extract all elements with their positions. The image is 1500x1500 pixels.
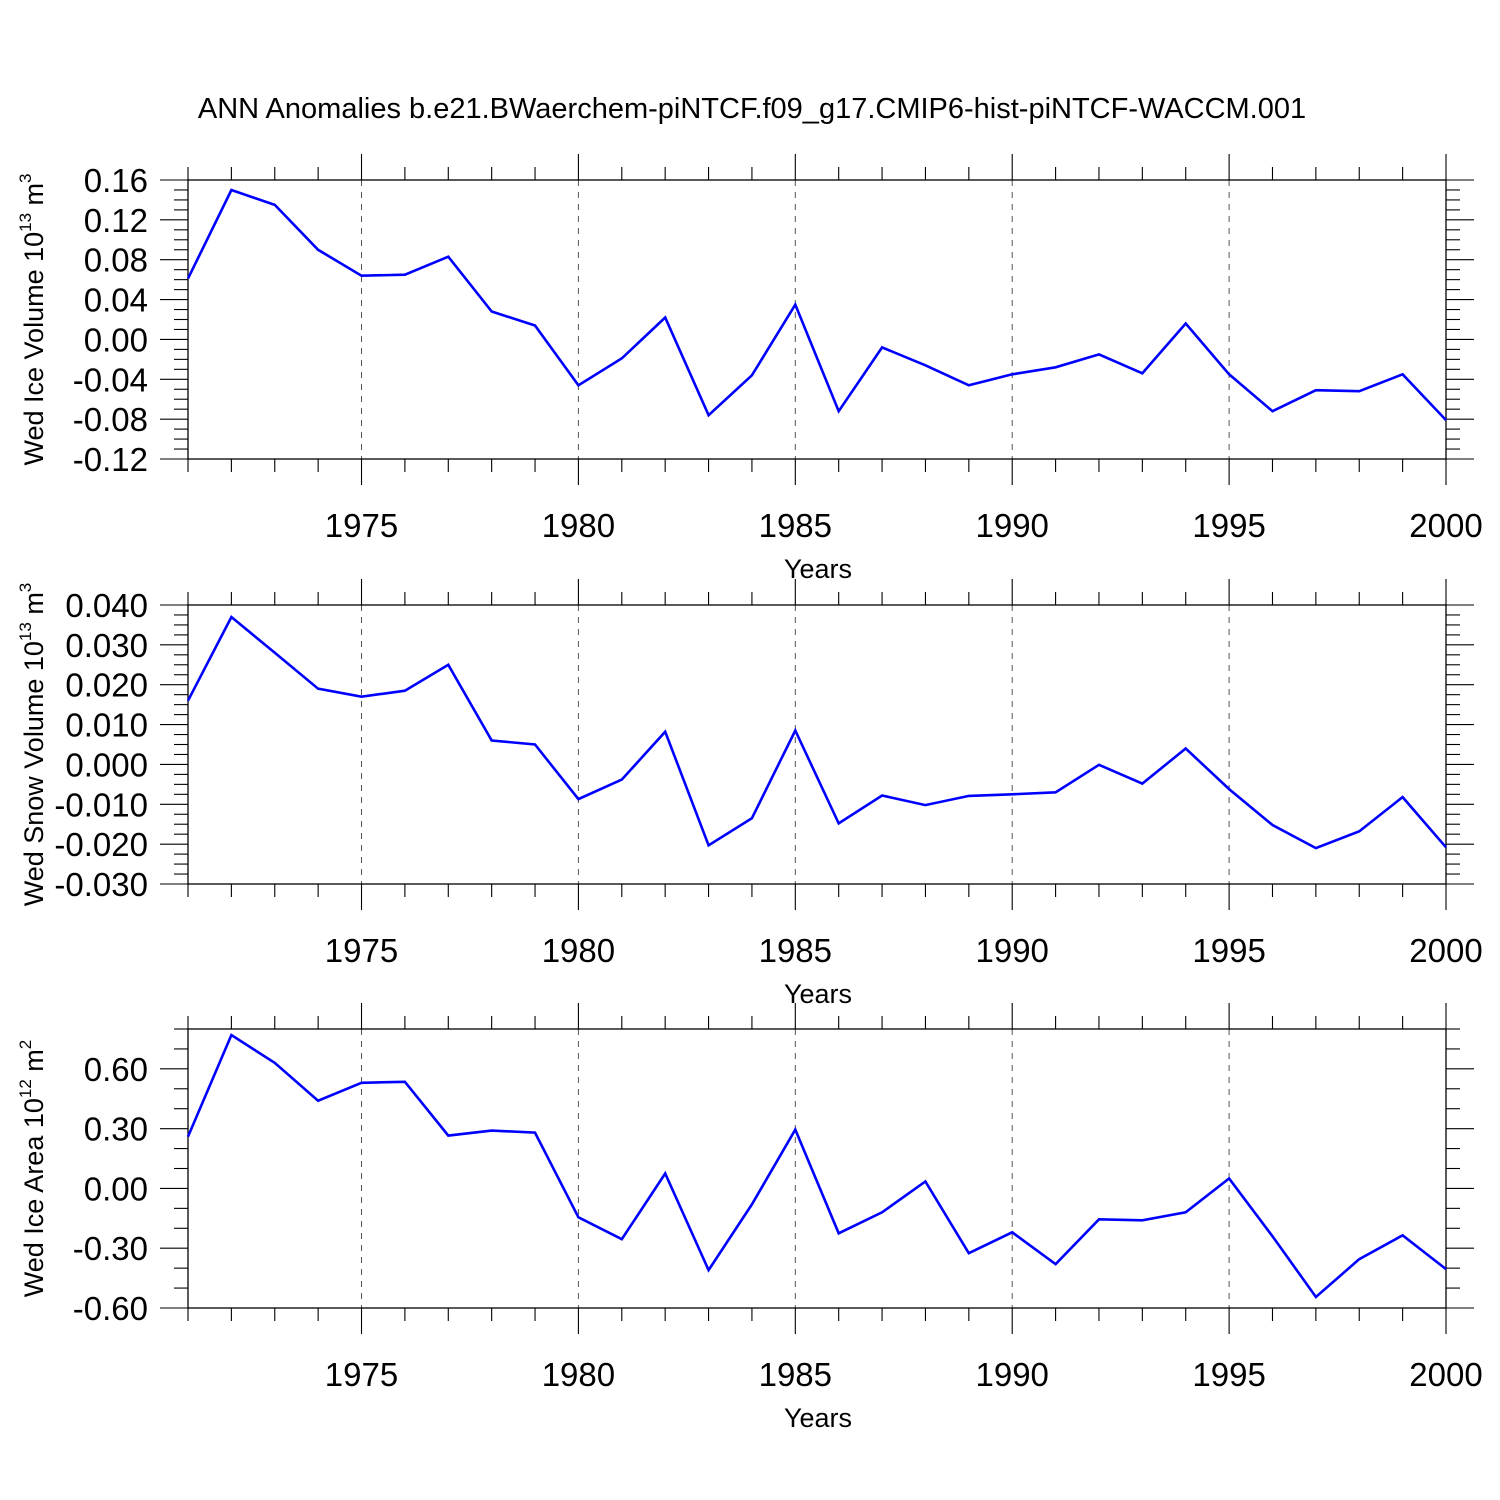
y-tick-label: 0.16: [84, 162, 148, 199]
series-line: [186, 188, 1447, 421]
x-axis-title: Years: [784, 979, 852, 1009]
y-tick-label: 0.040: [65, 587, 148, 624]
x-axis-title: Years: [784, 1403, 852, 1433]
x-tick-label: 1975: [325, 932, 398, 969]
y-axis-title: Wed Ice Area 1012 m2: [16, 1040, 49, 1298]
y-tick-label: -0.04: [73, 361, 148, 398]
chart-panel-2: -0.030-0.020-0.0100.0000.0100.0200.0300.…: [16, 579, 1483, 1009]
y-tick-label: -0.010: [54, 786, 148, 823]
x-tick-label: 2000: [1409, 507, 1482, 544]
x-tick-label: 1985: [759, 1356, 832, 1393]
y-tick-label: 0.08: [84, 242, 148, 279]
y-tick-label: -0.020: [54, 826, 148, 863]
y-tick-label: 0.000: [65, 746, 148, 783]
x-tick-label: 1975: [325, 1356, 398, 1393]
y-tick-label: -0.12: [73, 441, 148, 478]
series-line: [186, 614, 1447, 850]
y-tick-label: 0.00: [84, 321, 148, 358]
y-tick-label: -0.030: [54, 866, 148, 903]
x-tick-label: 1995: [1192, 1356, 1265, 1393]
y-tick-label: 0.00: [84, 1170, 148, 1207]
y-tick-label: -0.08: [73, 401, 148, 438]
y-tick-label: 0.04: [84, 282, 148, 319]
x-tick-label: 1985: [759, 507, 832, 544]
y-axis-title: Wed Ice Volume 1013 m3: [16, 173, 49, 465]
y-tick-label: 0.010: [65, 707, 148, 744]
chart-panel-1: -0.12-0.08-0.040.000.040.080.120.16 1975 1…: [16, 154, 1483, 584]
x-tick-label: 1990: [975, 932, 1048, 969]
x-tick-label: 1980: [542, 1356, 615, 1393]
x-tick-label: 1985: [759, 932, 832, 969]
chart-panel-3: -0.60 -0.30 0.00 0.30 0.60 1975 1980 1985 1990 19…: [16, 1003, 1483, 1433]
y-tick-label: 0.60: [84, 1051, 148, 1088]
y-tick-label: 0.030: [65, 627, 148, 664]
x-tick-label: 1975: [325, 507, 398, 544]
x-tick-label: 2000: [1409, 1356, 1482, 1393]
x-tick-label: 1995: [1192, 507, 1265, 544]
y-axis-title: Wed Snow Volume 1013 m3: [16, 583, 49, 907]
series-line: [186, 1033, 1447, 1299]
y-tick-label: -0.60: [73, 1290, 148, 1327]
figure-title: ANN Anomalies b.e21.BWaerchem-piNTCF.f09…: [198, 93, 1306, 125]
y-tick-label: -0.30: [73, 1230, 148, 1267]
y-tick-label: 0.30: [84, 1111, 148, 1148]
y-tick-label: 0.020: [65, 667, 148, 704]
x-tick-label: 1990: [975, 1356, 1048, 1393]
x-tick-label: 1995: [1192, 932, 1265, 969]
y-tick-label: 0.12: [84, 202, 148, 239]
x-tick-label: 1980: [542, 932, 615, 969]
x-tick-label: 1980: [542, 507, 615, 544]
x-tick-label: 1990: [975, 507, 1048, 544]
x-axis-title: Years: [784, 554, 852, 584]
x-tick-label: 2000: [1409, 932, 1482, 969]
